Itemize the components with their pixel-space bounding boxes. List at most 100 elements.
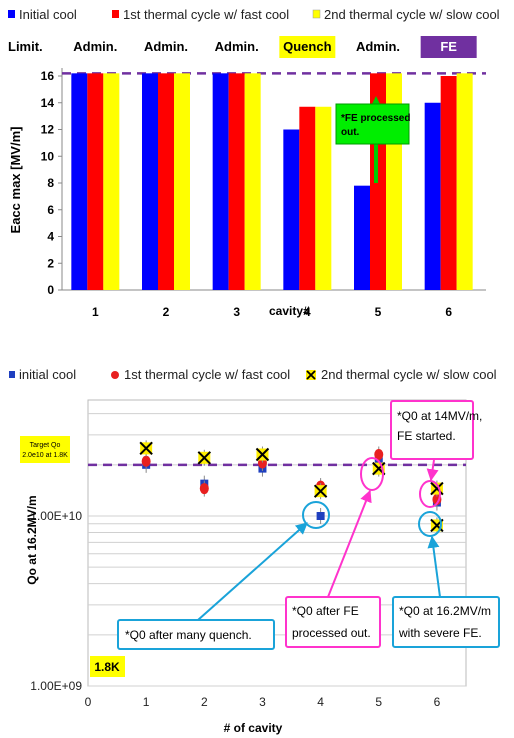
eacc-bar-chart: Initial cool 1st thermal cycle w/ fast c… (8, 7, 500, 319)
arrow-fe-processed (327, 489, 372, 598)
top-y-tick-label: 14 (41, 96, 55, 110)
top-y-axis-label: Eacc max [MV/m] (8, 127, 23, 234)
top-y-tick-label: 0 (47, 283, 54, 297)
legend-label-slow-cool: 2nd thermal cycle w/ slow cool (324, 7, 500, 22)
callout-severe-fe: *Q0 at 16.2MV/m with severe FE. (392, 596, 500, 648)
limit-row-item: Admin. (73, 39, 117, 54)
fe-processed-annotation: *FE processed out. (335, 96, 410, 183)
limit-row-item: FE (440, 39, 457, 54)
top-x-tick-label: 4 (304, 305, 311, 319)
bar (87, 73, 104, 290)
bar (440, 76, 457, 290)
bar (456, 73, 473, 290)
callout-many-quench: *Q0 after many quench. (117, 619, 275, 650)
top-x-tick-label: 6 (445, 305, 452, 319)
bar (212, 73, 229, 290)
bottom-x-axis-label: # of cavity (224, 721, 283, 735)
point-slow-cool (139, 441, 153, 456)
legend-swatch-initial-cool (8, 10, 15, 18)
annotation-line-2: out. (341, 127, 360, 138)
point-slow-cool (313, 484, 328, 498)
bottom-legend: initial cool 1st thermal cycle w/ fast c… (9, 367, 497, 382)
limit-row: Limit. Admin. Admin. Admin. Quench Admin. FE (8, 36, 477, 58)
top-y-tick-label: 16 (41, 69, 55, 83)
top-y-tick-label: 8 (47, 176, 54, 190)
limit-row-item: Admin. (215, 39, 259, 54)
callout-fe-started-line-1: *Q0 at 14MV/m, (397, 409, 482, 423)
bottom-axes: 0 1 2 3 4 5 6 1.00E+09 1.00E+10 (30, 509, 440, 709)
point-initial-cool (316, 512, 325, 520)
top-legend: Initial cool 1st thermal cycle w/ fast c… (8, 7, 500, 22)
top-x-tick-label: 1 (92, 305, 99, 319)
arrow-severe-fe (427, 535, 441, 598)
point-fast-cool (199, 483, 209, 495)
target-label-box (20, 436, 70, 463)
bottom-x-tick-label: 1 (143, 695, 150, 709)
callout-many-quench-line-1: *Q0 after many quench. (125, 628, 252, 642)
limit-row-label: Limit. (8, 39, 43, 54)
callout-severe-fe-line-2: with severe FE. (398, 626, 482, 640)
ring-cavity-4 (302, 501, 330, 529)
top-y-tick-label: 2 (47, 256, 54, 270)
callout-fe-started: *Q0 at 14MV/m, FE started. (390, 400, 482, 460)
bottom-x-tick-label: 5 (375, 695, 382, 709)
top-y-tick-label: 4 (47, 230, 54, 244)
bottom-points (139, 440, 444, 534)
bar (244, 73, 261, 290)
bottom-y-tick-label: 1.00E+10 (30, 509, 82, 523)
bottom-x-tick-label: 0 (85, 695, 92, 709)
legend-marker-slow-cool (306, 370, 316, 380)
legend-marker-initial-cool (9, 371, 15, 378)
bar (142, 73, 158, 290)
bottom-x-tick-label: 3 (259, 695, 266, 709)
bar (103, 73, 120, 290)
bar (71, 73, 88, 290)
point-slow-cool (255, 447, 270, 462)
legend-label-b-initial-cool: initial cool (19, 367, 76, 382)
bottom-y-tick-label: 1.00E+09 (30, 679, 82, 693)
top-y-tick-label: 10 (41, 149, 55, 163)
bottom-x-tick-label: 2 (201, 695, 208, 709)
bar (283, 129, 300, 290)
limit-row-item: Quench (283, 39, 331, 54)
point-fast-cool (141, 455, 151, 467)
bottom-y-axis-label: Qo at 16.2MV/m (25, 495, 39, 584)
callout-severe-fe-line-1: *Q0 at 16.2MV/m (399, 604, 491, 618)
bar (299, 106, 316, 290)
top-y-tick-label: 6 (47, 203, 54, 217)
legend-label-b-slow-cool: 2nd thermal cycle w/ slow cool (321, 367, 497, 382)
bar (315, 106, 332, 290)
callout-arrows (197, 459, 441, 621)
bottom-grid (87, 399, 467, 687)
legend-label-initial-cool: Initial cool (19, 7, 77, 22)
top-x-axis-label: cavity# (269, 304, 310, 318)
callout-fe-processed-line-1: *Q0 after FE (292, 604, 359, 618)
target-label-line-1: Target Qo (30, 442, 61, 449)
legend-label-b-fast-cool: 1st thermal cycle w/ fast cool (124, 367, 290, 382)
bar (424, 102, 441, 290)
top-x-tick-label: 3 (233, 305, 240, 319)
bar (158, 73, 174, 290)
bar (174, 73, 190, 290)
top-y-tick-label: 12 (41, 123, 55, 137)
limit-row-item: Admin. (356, 39, 400, 54)
legend-swatch-fast-cool (112, 10, 119, 18)
ring-cavity-5 (360, 457, 384, 491)
point-fast-cool (374, 449, 384, 461)
callout-fe-processed: *Q0 after FE processed out. (285, 596, 381, 648)
top-x-tick-label: 5 (375, 305, 382, 319)
target-line-group: Target Qo 2.0e10 at 1.8K (20, 436, 466, 467)
limit-badge (279, 36, 336, 58)
bottom-x-tick-label: 4 (317, 695, 324, 709)
target-label-line-2: 2.0e10 at 1.8K (22, 452, 68, 459)
temperature-label: 1.8K (90, 656, 125, 677)
callout-fe-processed-line-2: processed out. (292, 626, 371, 640)
point-slow-cool (197, 451, 212, 465)
legend-swatch-slow-cool (312, 9, 321, 19)
arrow-many-quench (197, 522, 308, 621)
top-x-tick-label: 2 (163, 305, 170, 319)
legend-marker-fast-cool (111, 371, 119, 379)
limit-badge (420, 36, 477, 58)
